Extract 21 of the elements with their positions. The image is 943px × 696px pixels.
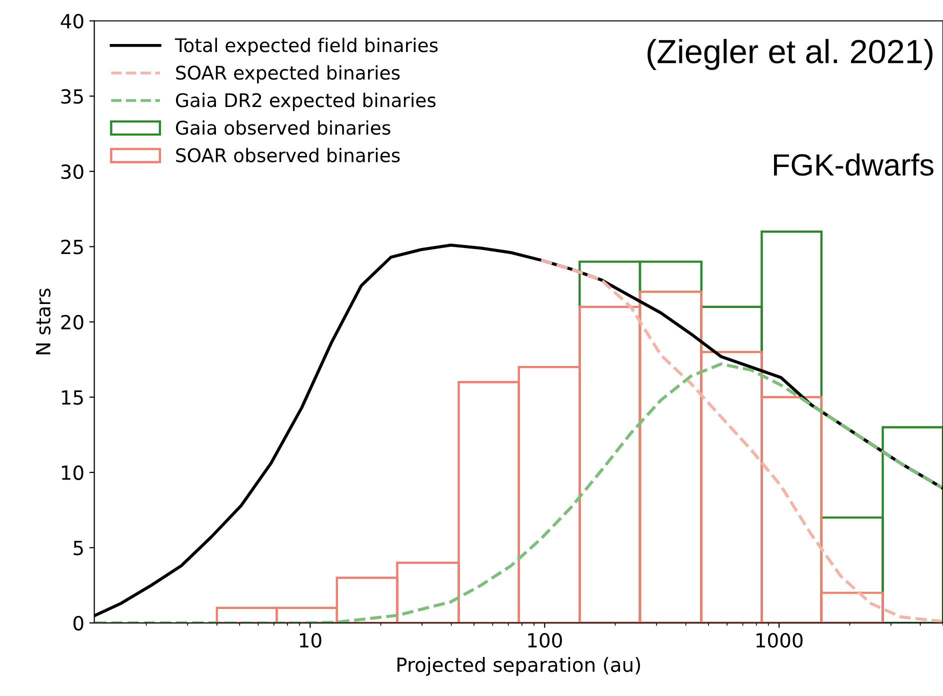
y-tick-label: 15 bbox=[62, 390, 83, 405]
y-tick-label: 35 bbox=[61, 89, 83, 104]
annotation: (Ziegler et al. 2021) bbox=[648, 38, 932, 70]
y-tick-label: 25 bbox=[61, 240, 83, 254]
x-tick-label: 10 bbox=[300, 632, 322, 648]
legend-label: SOAR observed binaries bbox=[176, 148, 400, 162]
y-tick-label: 40 bbox=[60, 14, 84, 29]
legend-label: SOAR expected binaries bbox=[176, 65, 400, 84]
y-tick-label: 5 bbox=[74, 540, 83, 556]
y-tick-label: 20 bbox=[61, 314, 84, 330]
legend-label: Gaia observed binaries bbox=[176, 120, 390, 135]
y-tick-label: 30 bbox=[61, 164, 84, 180]
y-axis-title: N stars bbox=[36, 288, 51, 354]
x-tick-label: 100 bbox=[528, 632, 562, 648]
y-tick-label: 0 bbox=[73, 616, 84, 631]
y-tick-label: 10 bbox=[62, 465, 84, 480]
x-tick-label: 1000 bbox=[756, 632, 803, 648]
legend-label: Total expected field binaries bbox=[174, 38, 438, 56]
annotation: FGK-dwarfs bbox=[774, 153, 934, 176]
x-axis-title: Projected separation (au) bbox=[398, 657, 640, 676]
legend-label: Gaia DR2 expected binaries bbox=[176, 92, 436, 111]
